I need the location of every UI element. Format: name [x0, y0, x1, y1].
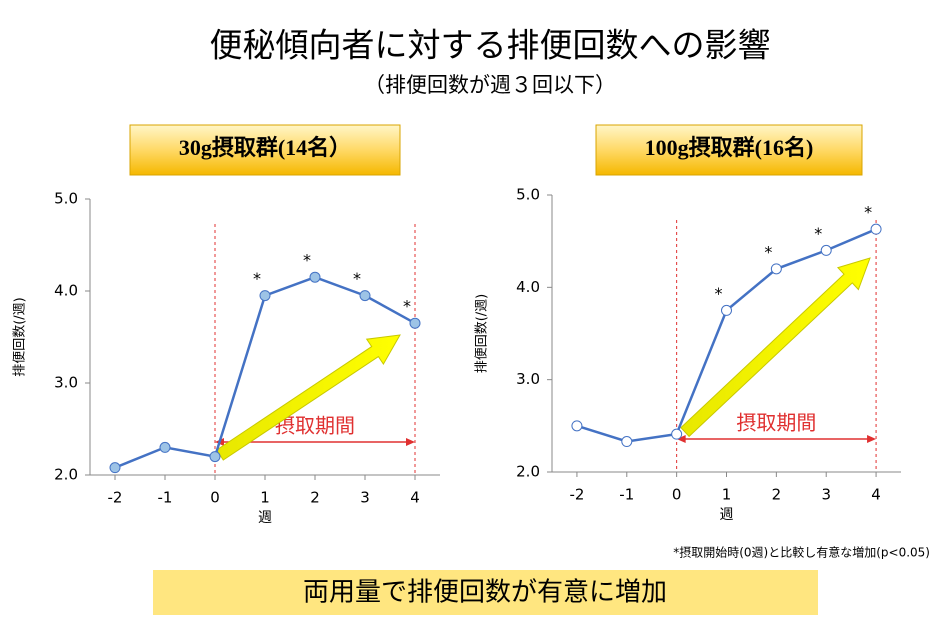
- x-tick-label: 0: [672, 486, 682, 504]
- series-line: [114, 275, 416, 469]
- x-tick-label: 2: [772, 486, 782, 504]
- y-tick-label: 3.0: [54, 374, 78, 392]
- y-axis-label: 排便回数(/週): [475, 294, 490, 374]
- x-axis-label: 週: [258, 510, 272, 526]
- series-line: [576, 228, 877, 443]
- y-tick-label: 3.0: [516, 370, 540, 388]
- significance-mark: *: [715, 284, 723, 303]
- x-tick-label: 1: [722, 486, 732, 504]
- significance-mark: *: [303, 251, 311, 270]
- arrow-head: [406, 438, 415, 446]
- data-point: [671, 428, 683, 440]
- period-label: 摂取期間: [275, 414, 355, 438]
- data-point: [259, 290, 271, 302]
- y-tick-label: 2.0: [516, 463, 540, 481]
- significance-mark: *: [864, 203, 872, 222]
- data-point: [820, 244, 832, 256]
- x-tick-label: 4: [871, 486, 881, 504]
- data-point: [109, 462, 121, 474]
- x-tick-label: 3: [360, 489, 370, 507]
- arrow-head: [867, 435, 877, 443]
- chart-title: 100g摂取群(16名): [645, 135, 814, 160]
- period-label: 摂取期間: [736, 411, 816, 435]
- group-box: [595, 124, 863, 176]
- y-tick-label: 5.0: [516, 186, 540, 204]
- y-tick-label: 4.0: [516, 278, 540, 296]
- conclusion: 両用量で排便回数が有意に増加: [303, 578, 667, 608]
- slide-title: 便秘傾向者に対する排便回数への影響: [210, 26, 771, 65]
- x-tick-label: 3: [821, 486, 831, 504]
- x-tick-label: -2: [108, 489, 123, 507]
- trend-arrow: [680, 257, 871, 438]
- data-point: [359, 290, 371, 302]
- data-point: [721, 304, 732, 316]
- x-axis-label: 週: [720, 507, 734, 523]
- footnote: *摂取開始時(0週)と比較し有意な増加(p<0.05): [673, 545, 930, 560]
- x-tick-label: 0: [210, 489, 220, 507]
- significance-mark: *: [253, 269, 261, 288]
- y-axis-label: 排便回数(/週): [13, 297, 28, 377]
- y-tick-label: 2.0: [54, 466, 78, 484]
- trend-arrow: [216, 334, 401, 461]
- arrow-head: [676, 435, 686, 443]
- x-tick-label: 1: [260, 489, 270, 507]
- significance-mark: *: [764, 242, 772, 261]
- y-tick-label: 4.0: [54, 282, 78, 300]
- data-point: [770, 263, 782, 275]
- data-point: [571, 420, 583, 432]
- significance-mark: *: [814, 224, 822, 243]
- x-tick-label: -2: [569, 486, 584, 504]
- data-point: [159, 441, 171, 453]
- significance-mark: *: [403, 297, 411, 316]
- data-point: [621, 436, 633, 448]
- x-tick-label: 2: [310, 489, 320, 507]
- conclusion-box: [153, 570, 818, 615]
- x-tick-label: 4: [410, 489, 420, 507]
- chart-title: 30g摂取群(14名）: [179, 135, 351, 160]
- significance-mark: *: [353, 269, 361, 288]
- y-tick-label: 5.0: [54, 190, 78, 208]
- data-point: [409, 317, 421, 329]
- x-tick-label: -1: [619, 486, 634, 504]
- slide-subtitle: （排便回数が週３回以下）: [364, 73, 616, 97]
- data-point: [209, 451, 221, 463]
- group-box: [129, 124, 401, 176]
- x-tick-label: -1: [158, 489, 173, 507]
- data-point: [309, 271, 321, 283]
- data-point: [870, 223, 882, 235]
